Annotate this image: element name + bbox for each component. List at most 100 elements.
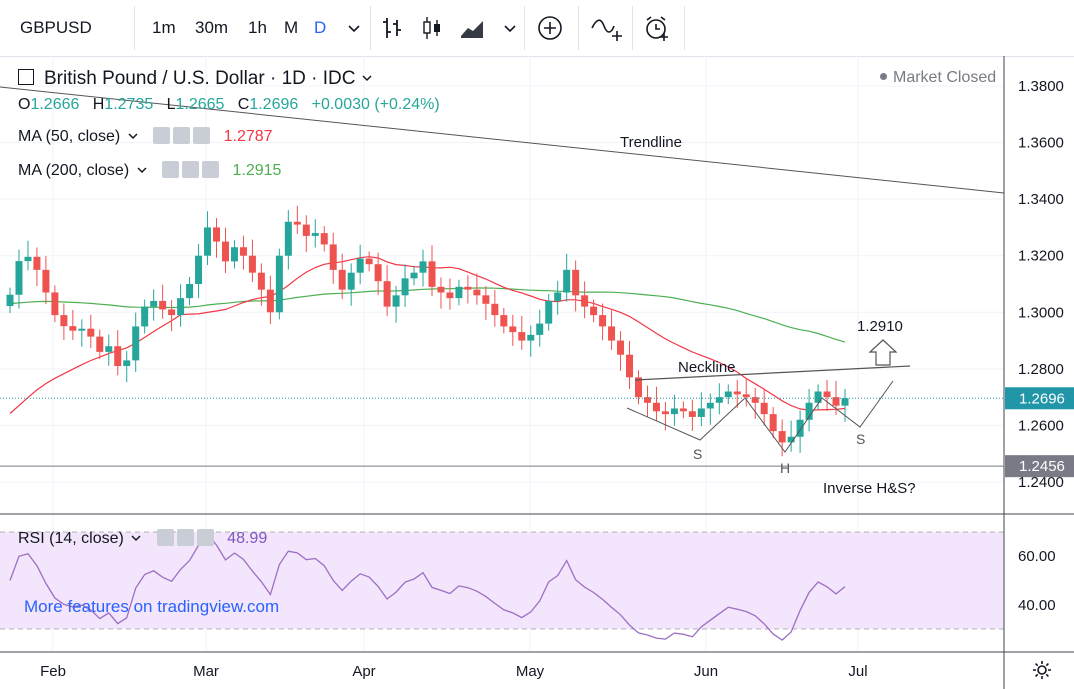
month-tick-label: Feb [40,663,66,680]
candles [6,205,849,457]
level-tag-text: 1.2456 [1019,458,1065,475]
rsi-value: 48.99 [227,530,268,547]
price-tick-label: 1.3400 [1018,191,1064,208]
price-tags: 1.2696 1.2456 [1005,387,1074,478]
chart-title: British Pound / U.S. Dollar · 1D · IDC [44,68,356,89]
candle-body [572,269,580,296]
ma200-value: 1.2915 [232,162,282,179]
toolbar-divider [578,6,579,50]
candle-body [150,300,158,307]
candle-body [751,397,759,403]
market-status-text: Market Closed [893,69,997,86]
candle-body [661,411,669,415]
candle-body [814,391,822,403]
settings-gear-icon[interactable] [173,127,191,144]
ma200-path [9,287,846,343]
candle-body [60,315,68,327]
candle-body [428,261,436,287]
settings-gear-icon[interactable] [176,529,194,546]
ma200-label: MA (200, close) [18,162,130,179]
month-tick-label: May [516,663,545,680]
chevron-down-icon[interactable] [361,73,373,83]
candle-body [356,258,364,273]
head-label: H [780,460,791,476]
visibility-icon[interactable] [162,161,180,178]
toolbar-divider [632,6,633,50]
candle-body [500,315,508,327]
candle-style-icon[interactable] [418,14,446,42]
pattern-label: Inverse H&S? [823,480,916,497]
high-value: 1.2735 [104,96,154,113]
candle-body [491,303,499,316]
rsi-legend[interactable]: RSI (14, close) 48.99 [18,529,267,548]
interval-30m-button[interactable]: 30m [195,18,229,37]
candle-body [527,334,535,341]
rsi-label: RSI (14, close) [18,530,124,547]
close-icon[interactable] [202,161,220,178]
candle-body [78,328,86,331]
bar-style-icon[interactable] [378,14,406,42]
watermark-link[interactable]: More features on tradingview.com [24,597,280,616]
candle-body [293,221,301,225]
pattern-zigzag [626,380,894,453]
ma200-legend[interactable]: MA (200, close) 1.2915 [18,161,281,180]
candle-body [15,261,23,295]
chart-settings-gear-icon[interactable] [1031,659,1053,681]
toolbar-divider [134,6,135,50]
price-tick-label: 1.2800 [1018,361,1064,378]
symbol-search-button[interactable]: GBPUSD [20,18,92,37]
candle-body [679,408,687,412]
visibility-icon[interactable] [156,529,174,546]
trendline [0,86,1005,194]
compare-icon[interactable] [590,14,624,42]
settings-gear-icon[interactable] [182,161,200,178]
candle-body [186,284,194,299]
candle-body [437,286,445,293]
candle-body [688,411,696,417]
price-axis: 1.3800 1.3600 1.3400 1.3200 1.3000 1.2800 1.26… [1018,78,1064,614]
candle-body [643,397,651,403]
candle-body [114,346,122,367]
candle-body [338,269,346,290]
candle-body [213,227,221,242]
price-tick-label: 1.3800 [1018,78,1064,95]
interval-1m-button[interactable]: 1m [152,18,176,37]
candle-body [311,233,319,236]
close-icon[interactable] [196,529,214,546]
alert-icon[interactable] [643,14,671,42]
ma50-legend[interactable]: MA (50, close) 1.2787 [18,127,273,146]
chevron-down-icon[interactable] [130,533,142,543]
candle-body [383,281,391,307]
candle-body [266,289,274,313]
chevron-down-icon[interactable] [496,14,524,42]
chart-header: British Pound / U.S. Dollar · 1D · IDC [18,68,373,90]
candle-body [796,419,804,437]
candle-body [320,233,328,245]
candle-body [554,292,562,301]
visibility-icon[interactable] [153,127,171,144]
close-icon[interactable] [193,127,211,144]
ma50-value: 1.2787 [223,128,273,145]
candle-body [706,402,714,409]
candle-body [545,300,553,324]
change-value: +0.0030 (+0.24%) [311,96,440,113]
candle-body [132,326,140,361]
collapse-icon[interactable] [18,69,34,85]
candle-body [141,306,149,327]
add-indicator-icon[interactable] [536,14,564,42]
interval-month-button[interactable]: M [284,18,299,37]
low-value: 1.2665 [175,96,225,113]
interval-1h-button[interactable]: 1h [248,18,267,37]
ma50-label: MA (50, close) [18,128,121,145]
candle-body [69,326,77,331]
candle-body [275,255,283,313]
chevron-down-icon[interactable] [340,14,368,42]
area-style-icon[interactable] [458,14,486,42]
month-tick-label: Jun [694,663,718,680]
chevron-down-icon[interactable] [136,165,148,175]
candle-body [670,408,678,415]
candle-body [599,315,607,327]
candle-body [401,278,409,296]
chevron-down-icon[interactable] [127,131,139,141]
interval-day-button[interactable]: D [314,18,327,37]
